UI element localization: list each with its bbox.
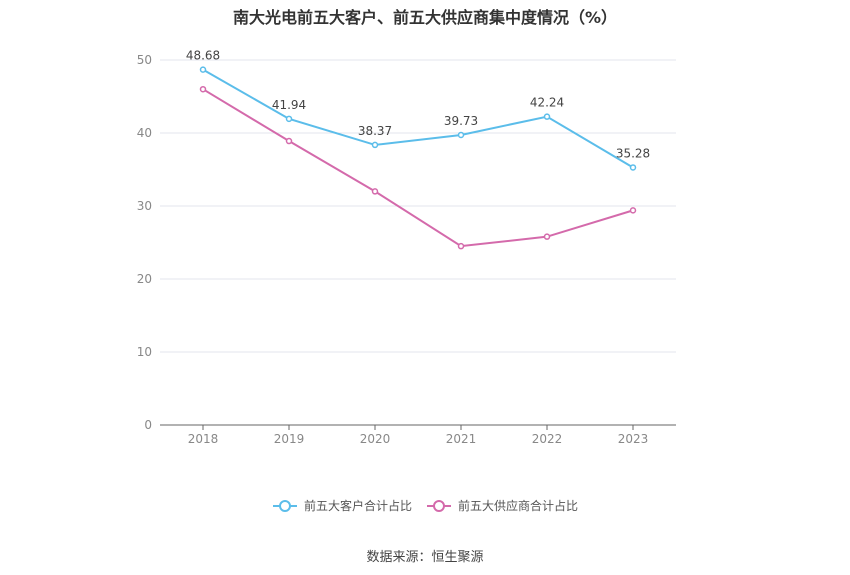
y-tick-label: 30 <box>137 199 152 213</box>
data-point <box>629 207 637 214</box>
x-tick-label: 2021 <box>446 432 477 446</box>
data-point <box>543 233 551 240</box>
data-point <box>199 66 207 73</box>
x-tick-label: 2019 <box>274 432 305 446</box>
legend-item[interactable]: 前五大客户合计占比 <box>272 497 412 514</box>
legend-label: 前五大供应商合计占比 <box>458 499 579 513</box>
data-point <box>285 137 293 145</box>
data-point <box>543 113 551 120</box>
data-label: 38.37 <box>358 124 392 138</box>
data-label: 48.68 <box>186 49 220 63</box>
data-point <box>629 164 637 171</box>
x-tick-label: 2023 <box>618 432 649 446</box>
data-point <box>371 188 379 195</box>
data-point <box>285 115 293 123</box>
series-line <box>202 88 634 248</box>
data-point <box>371 141 379 149</box>
legend-swatch-icon <box>427 499 451 512</box>
series-line <box>202 68 634 169</box>
series-lines <box>199 66 637 250</box>
chart-title: 南大光电前五大客户、前五大供应商集中度情况（%） <box>232 8 618 27</box>
y-tick-label: 10 <box>137 345 152 359</box>
axes: 0 10 20 30 40 50 2018 2019 2020 2021 2022 2023 <box>137 53 676 446</box>
data-labels: 48.68 41.94 38.37 39.73 42.24 35.28 <box>186 49 650 161</box>
data-label: 42.24 <box>530 96 564 110</box>
legend: 前五大客户合计占比 前五大供应商合计占比 <box>0 497 850 514</box>
data-point <box>457 242 465 250</box>
y-tick-label: 40 <box>137 126 152 140</box>
y-tick-label: 20 <box>137 272 152 286</box>
data-label: 35.28 <box>616 146 650 160</box>
data-label: 41.94 <box>272 98 306 112</box>
legend-label: 前五大客户合计占比 <box>303 499 412 513</box>
legend-swatch-icon <box>272 499 297 512</box>
x-tick-label: 2018 <box>188 432 219 446</box>
x-tick-label: 2022 <box>532 432 563 446</box>
data-source: 数据来源：恒生聚源 <box>366 550 484 565</box>
legend-item[interactable]: 前五大供应商合计占比 <box>426 497 578 514</box>
data-point <box>457 131 465 139</box>
x-tick-label: 2020 <box>360 432 391 446</box>
y-tick-label: 50 <box>137 53 152 67</box>
data-label: 39.73 <box>444 114 478 128</box>
data-point <box>199 85 207 93</box>
y-tick-label: 0 <box>144 418 152 432</box>
grid-lines <box>160 59 676 353</box>
